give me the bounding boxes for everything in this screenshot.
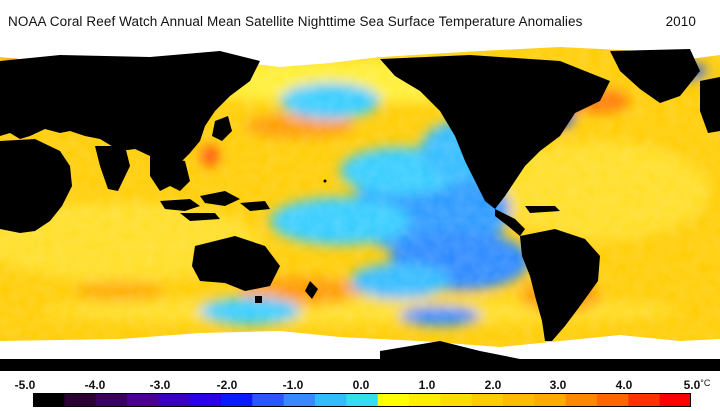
colorbar-swatch: [534, 393, 567, 407]
landmass-antarctica: [0, 359, 720, 371]
colorbar-swatch: [597, 393, 629, 407]
landmass-australia: [192, 236, 280, 291]
tick-label: -5.0: [14, 378, 36, 392]
tick-label: 2.0: [484, 378, 502, 392]
colorbar-swatch: [158, 393, 191, 407]
landmass-europe-east: [700, 77, 720, 133]
tick-label: -1.0: [282, 378, 304, 392]
colorbar: [33, 393, 691, 407]
colorbar-swatch: [221, 393, 253, 407]
tick-value: 5.0: [683, 378, 701, 392]
landmass-greenland: [610, 49, 700, 103]
colorbar-swatch: [503, 393, 535, 407]
tick-label: 0.0: [352, 378, 370, 392]
colorbar-swatch: [346, 393, 379, 407]
colorbar-swatch: [33, 393, 65, 407]
title-year: 2010: [665, 14, 696, 29]
colorbar-swatch: [565, 393, 598, 407]
colorbar-swatch: [440, 393, 473, 407]
tick-label-max: 5.0°C: [684, 378, 711, 392]
colorbar-swatch: [95, 393, 128, 407]
colorbar-swatch: [64, 393, 97, 407]
map-title: NOAA Coral Reef Watch Annual Mean Satell…: [8, 14, 708, 29]
landmass-north-america: [380, 55, 610, 209]
landmass-africa: [0, 139, 72, 233]
landmass-eurasia-west: [0, 51, 260, 166]
tick-label: -2.0: [216, 378, 238, 392]
colorbar-swatch: [628, 393, 661, 407]
colorbar-swatch: [283, 393, 316, 407]
unit-label: °C: [700, 378, 711, 388]
colorbar-ticks: -5.0 -4.0 -3.0 -2.0 -1.0 0.0 1.0 2.0 3.0…: [0, 378, 720, 394]
tick-label: 4.0: [615, 378, 633, 392]
landmass-japan: [212, 116, 232, 141]
tick-label: 3.0: [549, 378, 567, 392]
sst-anomaly-map: [0, 41, 720, 371]
tick-label: -4.0: [84, 378, 106, 392]
colorbar-swatch: [409, 393, 441, 407]
landmass-india: [95, 146, 130, 191]
colorbar-swatch: [471, 393, 504, 407]
landmass-se-asia: [150, 156, 190, 191]
colorbar-swatch: [659, 393, 691, 407]
tick-label: -3.0: [149, 378, 171, 392]
colorbar-swatch: [189, 393, 222, 407]
land-masses: [0, 49, 720, 371]
colorbar-swatch: [377, 393, 410, 407]
landmass-south-america: [520, 229, 600, 341]
colorbar-swatch: [127, 393, 159, 407]
tick-label: 1.0: [418, 378, 436, 392]
title-text: NOAA Coral Reef Watch Annual Mean Satell…: [8, 14, 583, 29]
colorbar-swatch: [252, 393, 285, 407]
colorbar-swatch: [315, 393, 347, 407]
colorbar-frame: [33, 393, 691, 407]
